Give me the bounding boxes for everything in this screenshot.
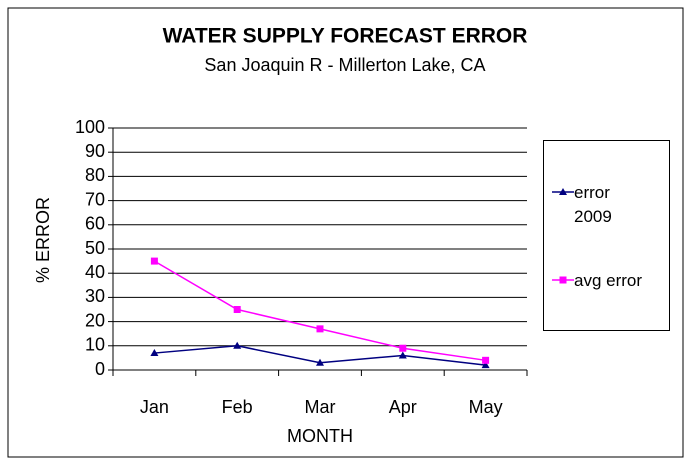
x-tick-label: Jan bbox=[140, 397, 169, 417]
y-tick-label: 90 bbox=[85, 141, 105, 161]
marker bbox=[482, 356, 490, 364]
chart-subtitle: San Joaquin R - Millerton Lake, CA bbox=[204, 55, 485, 75]
legend-icon bbox=[552, 188, 574, 195]
x-axis-label: MONTH bbox=[287, 426, 353, 446]
legend: error 2009 avg error bbox=[543, 140, 670, 331]
y-tick-label: 40 bbox=[85, 262, 105, 282]
marker bbox=[316, 325, 324, 333]
y-tick-label: 0 bbox=[95, 359, 105, 379]
legend-entry: error 2009 bbox=[552, 181, 644, 229]
y-axis-label: % ERROR bbox=[33, 197, 53, 283]
marker bbox=[150, 257, 158, 265]
chart-title: WATER SUPPLY FORECAST ERROR bbox=[163, 25, 528, 48]
y-tick-label: 100 bbox=[75, 117, 105, 137]
y-tick-label: 80 bbox=[85, 165, 105, 185]
marker bbox=[481, 361, 490, 369]
x-tick-label: Mar bbox=[305, 397, 336, 417]
marker bbox=[398, 351, 407, 359]
x-tick-label: May bbox=[469, 397, 503, 417]
marker bbox=[559, 276, 567, 284]
legend-entry: avg error bbox=[552, 269, 644, 293]
marker bbox=[150, 349, 159, 357]
legend-icon bbox=[552, 276, 574, 284]
marker bbox=[316, 358, 324, 366]
chart-border bbox=[7, 7, 684, 458]
y-tick-label: 30 bbox=[85, 286, 105, 306]
legend-label: error 2009 bbox=[574, 183, 612, 226]
y-tick-label: 50 bbox=[85, 238, 105, 258]
marker bbox=[233, 306, 241, 313]
y-tick-label: 60 bbox=[85, 214, 105, 234]
marker bbox=[233, 341, 242, 349]
y-tick-label: 10 bbox=[85, 335, 105, 355]
marker bbox=[559, 188, 567, 195]
y-tick-label: 20 bbox=[85, 310, 105, 330]
x-tick-label: Apr bbox=[389, 397, 417, 417]
y-tick-label: 70 bbox=[85, 189, 105, 209]
x-tick-label: Feb bbox=[222, 397, 253, 417]
legend-label: avg error bbox=[574, 271, 643, 290]
marker bbox=[399, 344, 407, 352]
